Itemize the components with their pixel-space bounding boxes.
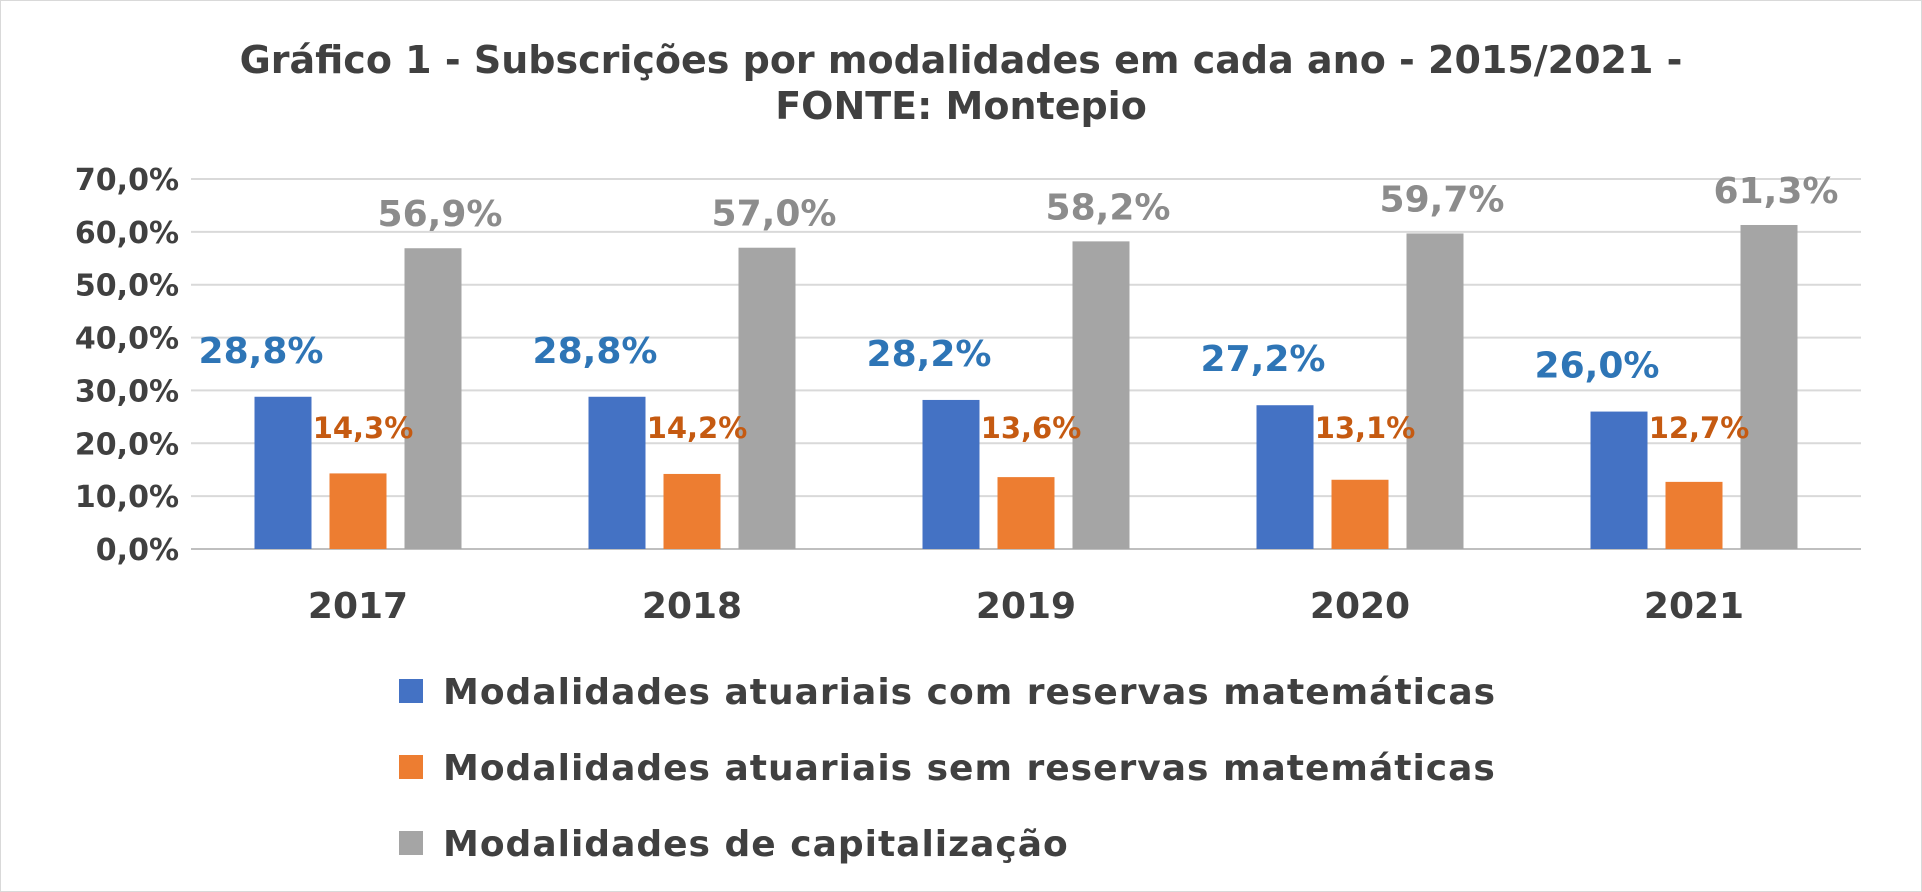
data-label-series-3: 61,3% (1714, 171, 1839, 212)
bar-series-3 (1072, 241, 1130, 549)
data-label-series-1: 27,2% (1201, 339, 1326, 380)
y-tick-label: 30,0% (75, 374, 179, 409)
chart-title-line-2: FONTE: Montepio (775, 84, 1147, 128)
y-tick-label: 70,0% (75, 163, 179, 198)
y-axis-ticks: 0,0% 10,0% 20,0% 30,0% 40,0% 50,0% 60,0% 70,0% (75, 163, 179, 568)
bar-series-2 (1331, 479, 1389, 549)
bar-series-2 (1665, 481, 1723, 549)
x-tick-label: 2017 (308, 586, 408, 627)
bars (254, 224, 1798, 549)
data-label-series-1: 26,0% (1535, 346, 1660, 387)
y-tick-label: 40,0% (75, 322, 179, 357)
bar-series-2 (663, 473, 721, 549)
data-label-series-2: 14,3% (313, 411, 414, 445)
y-tick-label: 50,0% (75, 269, 179, 304)
bar-series-1 (1590, 411, 1648, 549)
bar-series-3 (1406, 233, 1464, 549)
x-tick-label: 2019 (976, 586, 1076, 627)
bar-series-1 (1256, 405, 1314, 549)
x-tick-label: 2020 (1310, 586, 1410, 627)
y-tick-label: 20,0% (75, 427, 179, 462)
legend: Modalidades atuariais com reservas matem… (399, 672, 1496, 865)
data-label-series-2: 13,6% (981, 411, 1082, 445)
data-label-series-2: 12,7% (1649, 411, 1750, 445)
legend-swatch (399, 679, 423, 703)
data-label-series-1: 28,2% (867, 334, 992, 375)
bar-series-1 (922, 399, 980, 549)
bar-series-3 (404, 248, 462, 549)
chart-title-line-1: Gráfico 1 - Subscrições por modalidades … (240, 38, 1683, 82)
x-tick-label: 2021 (1644, 586, 1744, 627)
data-label-series-3: 56,9% (378, 194, 503, 235)
data-label-series-1: 28,8% (199, 331, 324, 372)
data-label-series-1: 28,8% (533, 331, 658, 372)
data-label-series-2: 14,2% (647, 411, 748, 445)
bar-series-2 (997, 477, 1055, 549)
y-tick-label: 0,0% (96, 533, 179, 568)
data-label-series-3: 57,0% (712, 194, 837, 235)
legend-swatch (399, 831, 423, 855)
data-label-series-3: 59,7% (1380, 179, 1505, 220)
data-labels: 28,8% 14,3% 56,9% 28,8% 14,2% 57,0% 28,2% 13,6%… (199, 171, 1839, 445)
x-axis-ticks: 2017 2018 2019 2020 2021 (308, 586, 1744, 627)
bar-series-3 (738, 247, 796, 549)
legend-label: Modalidades atuariais sem reservas matem… (443, 748, 1496, 789)
legend-swatch (399, 755, 423, 779)
y-tick-label: 10,0% (75, 480, 179, 515)
legend-label: Modalidades atuariais com reservas matem… (443, 672, 1496, 713)
y-tick-label: 60,0% (75, 216, 179, 251)
bar-series-1 (588, 396, 646, 549)
data-label-series-3: 58,2% (1046, 187, 1171, 228)
bar-series-3 (1740, 224, 1798, 549)
bar-series-1 (254, 396, 312, 549)
x-tick-label: 2018 (642, 586, 742, 627)
data-label-series-2: 13,1% (1315, 411, 1416, 445)
legend-label: Modalidades de capitalização (443, 824, 1069, 865)
bar-series-2 (329, 473, 387, 549)
gridlines (191, 178, 1861, 550)
